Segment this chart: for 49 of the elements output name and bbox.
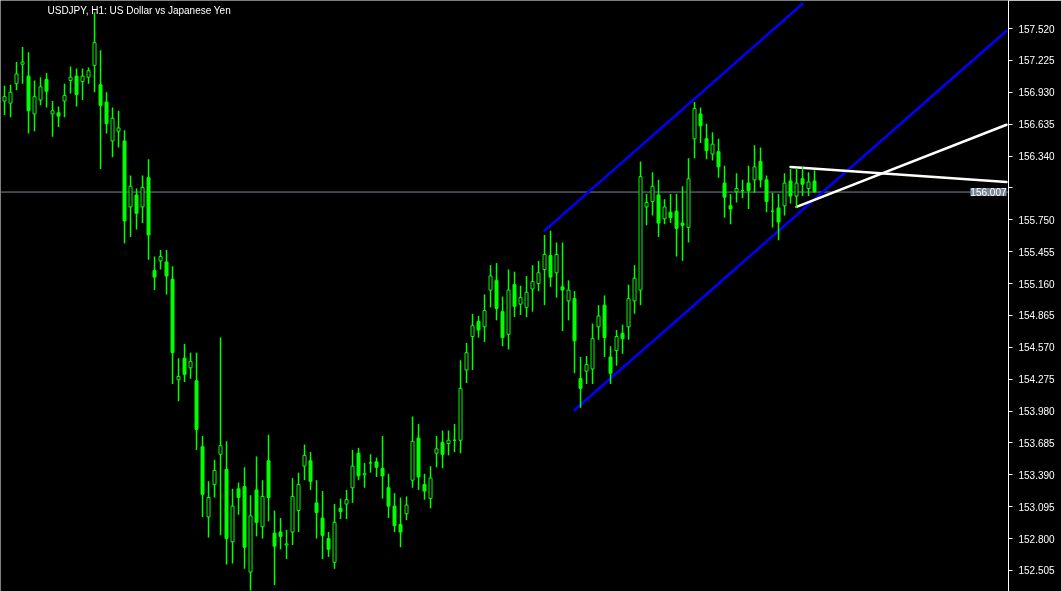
- ref-line-label: 156.007: [970, 187, 1007, 199]
- y-tick-label: 153.685: [1018, 437, 1056, 449]
- candlestick: [380, 435, 385, 500]
- candlestick: [368, 453, 373, 474]
- y-tick-label: 157.225: [1018, 55, 1056, 67]
- y-tick-label: 156.635: [1018, 119, 1056, 131]
- candlestick: [764, 174, 769, 214]
- candlestick: [776, 193, 781, 242]
- y-tick-label: 152.800: [1018, 533, 1056, 545]
- y-tick-label: 153.980: [1018, 406, 1056, 418]
- y-tick-label: 155.455: [1018, 246, 1056, 258]
- candlestick: [344, 489, 349, 520]
- candlestick: [722, 165, 727, 219]
- y-tick-label: 154.275: [1018, 374, 1056, 386]
- y-tick-label: 155.750: [1018, 214, 1056, 226]
- candlestick: [314, 479, 319, 540]
- candlestick: [206, 480, 211, 539]
- candlestick: [386, 472, 391, 519]
- y-tick-label: 156.930: [1018, 87, 1056, 99]
- candlestick: [464, 342, 469, 384]
- chart-title: USDJPY, H1: US Dollar vs Japanese Yen: [47, 5, 231, 16]
- y-tick-label: 155.160: [1018, 278, 1056, 290]
- y-tick-label: 157.520: [1018, 23, 1056, 35]
- candlestick: [746, 165, 751, 210]
- y-tick-label: 152.505: [1018, 565, 1056, 577]
- candlestick: [14, 61, 19, 91]
- candlestick: [338, 497, 343, 520]
- candlestick: [20, 46, 25, 85]
- candlestick: [212, 458, 217, 499]
- candlestick: [284, 529, 289, 560]
- candlestick: [608, 345, 613, 385]
- candlestick: [218, 336, 223, 537]
- candlestick: [158, 249, 163, 271]
- y-tick-label: 154.570: [1018, 342, 1056, 354]
- candlestick: [404, 495, 409, 521]
- candlestick: [728, 193, 733, 225]
- candlestick: [320, 490, 325, 560]
- y-tick-label: 154.865: [1018, 310, 1056, 322]
- candlestick: [560, 241, 565, 332]
- candlestick: [164, 249, 169, 296]
- candlestick: [578, 356, 583, 409]
- candlestick: [734, 172, 739, 204]
- y-tick-label: 153.095: [1018, 501, 1056, 513]
- candlestick: [152, 255, 157, 291]
- y-tick-label: 153.390: [1018, 469, 1056, 481]
- candlestick: [62, 82, 67, 118]
- candlestick: [374, 456, 379, 478]
- y-tick-label: 156.340: [1018, 151, 1056, 163]
- candlestick: [176, 357, 181, 403]
